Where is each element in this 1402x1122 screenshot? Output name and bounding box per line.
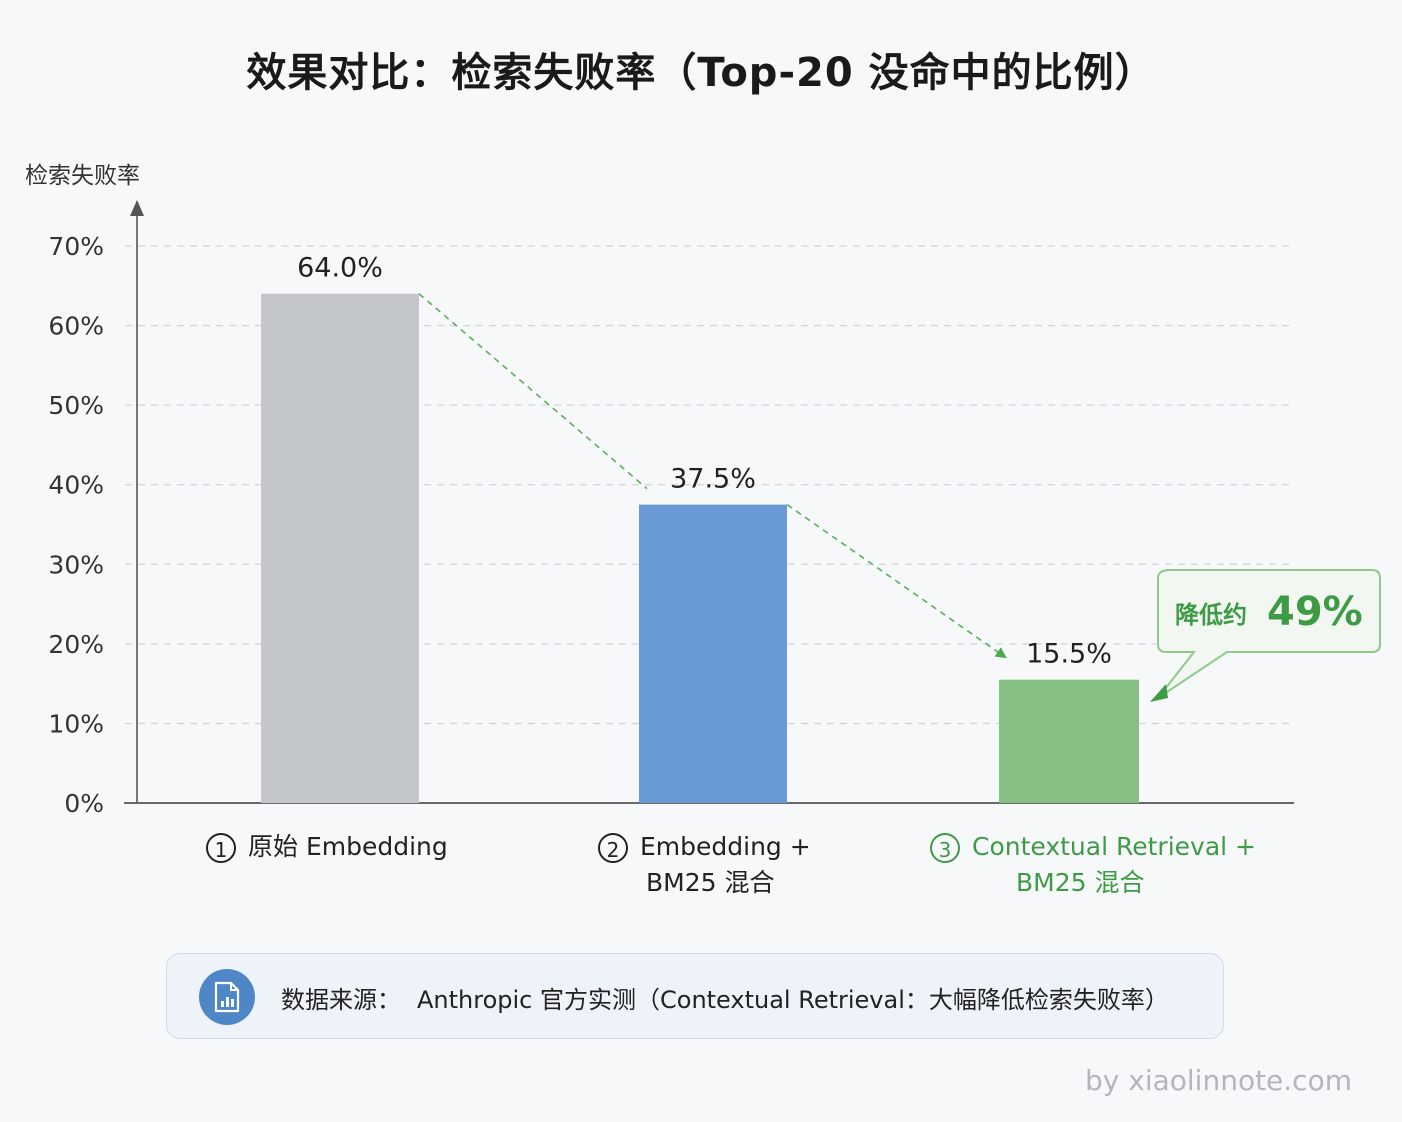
data-source-box: 数据来源： Anthropic 官方实测（Contextual Retrieva… [166, 953, 1224, 1039]
category-number-badge: 3 [930, 833, 960, 863]
document-chart-icon [199, 969, 255, 1025]
bar-chart: 0% 10% 20% 30% 40% 50% 60% 70% 检索失败率 64.0% 37.5% 1… [25, 163, 1381, 818]
trend-arrow [786, 503, 1007, 659]
data-source-text: Anthropic 官方实测（Contextual Retrieval：大幅降低… [417, 986, 1169, 1014]
category-label-line1: 原始 Embedding [248, 832, 448, 861]
trend-line [418, 293, 648, 490]
bar-value-label: 37.5% [670, 464, 756, 495]
category-label-line1: Contextual Retrieval + [972, 832, 1256, 861]
bar [261, 293, 419, 803]
y-axis-label: 检索失败率 [25, 163, 140, 189]
bar-value-label: 64.0% [297, 253, 383, 284]
y-tick-label: 0% [64, 789, 104, 818]
callout-bubble [1157, 569, 1381, 699]
x-category-label: 1 原始 Embedding [206, 829, 448, 865]
y-tick-label: 10% [48, 709, 104, 738]
bar [639, 504, 787, 803]
category-number-badge: 1 [206, 833, 236, 863]
x-category-label: 2 Embedding + BM25 混合 [598, 829, 811, 901]
bar-value-label: 15.5% [1026, 639, 1112, 670]
y-tick-label: 70% [48, 232, 104, 261]
bar [999, 679, 1139, 803]
callout-prefix: 降低约 [1175, 601, 1247, 629]
category-number-badge: 2 [598, 833, 628, 863]
y-tick-label: 20% [48, 630, 104, 659]
y-tick-label: 50% [48, 391, 104, 420]
watermark: by xiaolinnote.com [1085, 1064, 1352, 1097]
y-tick-label: 60% [48, 312, 104, 341]
category-label-line2: BM25 混合 [1016, 868, 1145, 897]
category-label-line1: Embedding + [640, 832, 811, 861]
category-label-line2: BM25 混合 [646, 868, 775, 897]
callout-value: 49% [1267, 589, 1363, 635]
y-tick-label: 30% [48, 550, 104, 579]
chart-title: 效果对比：检索失败率（Top-20 没命中的比例） [246, 50, 1156, 96]
y-tick-label: 40% [48, 471, 104, 500]
callout-arrowhead [1150, 684, 1168, 702]
data-source-label: 数据来源： [281, 986, 401, 1014]
x-category-label: 3 Contextual Retrieval + BM25 混合 [930, 829, 1256, 901]
y-axis-arrow [130, 200, 144, 216]
